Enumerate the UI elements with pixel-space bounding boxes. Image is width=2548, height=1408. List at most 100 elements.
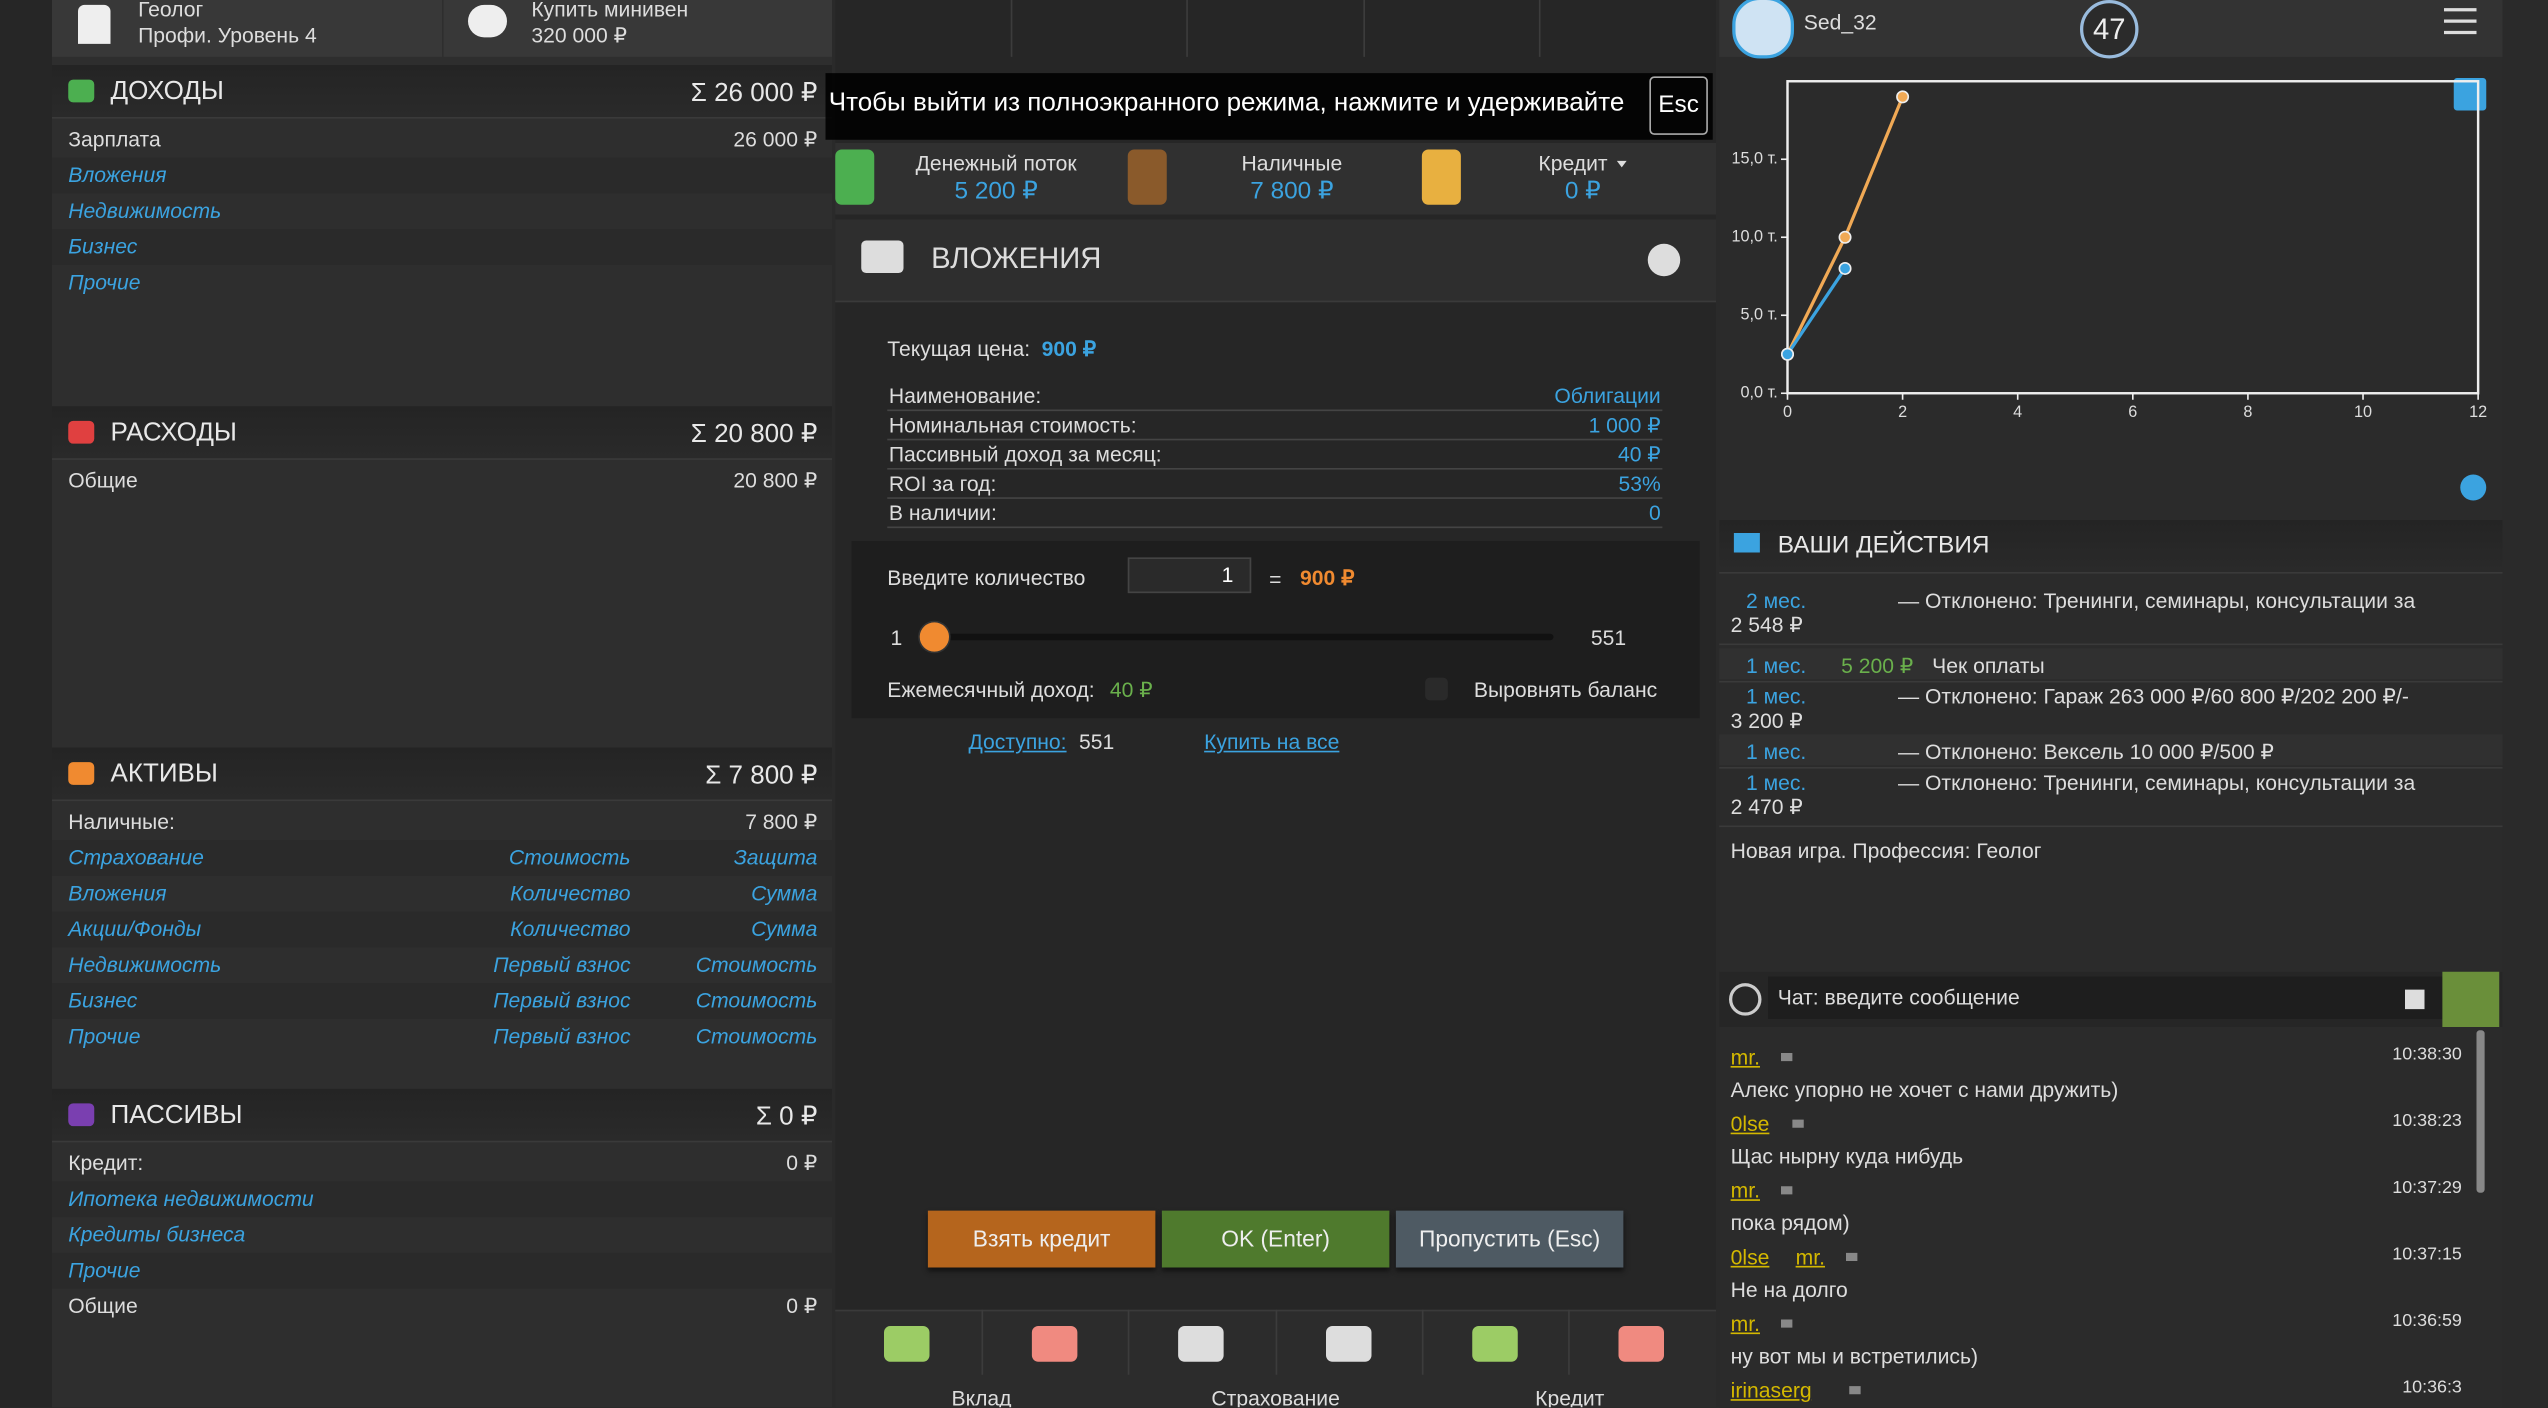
menu-bar[interactable] bbox=[2444, 19, 2477, 23]
reply-icon[interactable] bbox=[1781, 1319, 1793, 1328]
smiley[interactable] bbox=[1729, 983, 1762, 1016]
toolbar-label[interactable]: Страхование bbox=[1211, 1386, 1340, 1408]
toolbar-icon[interactable] bbox=[884, 1326, 930, 1362]
row-link[interactable]: Стоимость bbox=[695, 1023, 818, 1049]
menu-bar[interactable] bbox=[2444, 30, 2477, 35]
row-link[interactable]: Количество bbox=[510, 916, 631, 941]
caret bbox=[1616, 160, 1627, 168]
reply-icon[interactable] bbox=[1846, 1252, 1858, 1261]
buy-all[interactable]: Купить на все bbox=[1204, 729, 1340, 754]
profession: Геолог bbox=[138, 0, 204, 22]
button[interactable]: Взять кредит bbox=[927, 1210, 1156, 1268]
row-link[interactable]: Первый взнос bbox=[493, 952, 631, 977]
toolbar-icon[interactable] bbox=[1031, 1326, 1078, 1362]
action-more: 2 548 ₽ bbox=[1730, 612, 1803, 637]
chat-user[interactable]: irinaserg bbox=[1730, 1378, 1812, 1403]
toolbar-label[interactable]: Кредит bbox=[1535, 1386, 1605, 1408]
slider-thumb[interactable] bbox=[918, 620, 951, 654]
profession-icon bbox=[78, 4, 111, 44]
reply-icon[interactable] bbox=[1781, 1186, 1793, 1195]
row-link[interactable]: Страхование bbox=[68, 845, 204, 870]
row-link[interactable]: Стоимость bbox=[695, 952, 818, 977]
section-icon bbox=[68, 762, 95, 785]
button[interactable]: OK (Enter) bbox=[1161, 1210, 1390, 1268]
balance-checkbox[interactable] bbox=[1425, 677, 1448, 701]
row-link[interactable]: Акции/Фонды bbox=[68, 916, 202, 941]
row-link[interactable]: Прочие bbox=[68, 1257, 141, 1283]
row-link[interactable]: Недвижимость bbox=[68, 952, 222, 977]
chat-user[interactable]: 0lse bbox=[1730, 1244, 1770, 1270]
row-line bbox=[1719, 680, 2503, 683]
pie-icon[interactable] bbox=[2460, 474, 2487, 501]
detail-label: Пассивный доход за месяц: bbox=[888, 442, 1162, 467]
section-title: ДОХОДЫ bbox=[110, 78, 224, 106]
row-text: Общие bbox=[68, 468, 138, 493]
divider bbox=[1538, 0, 1541, 57]
row-line bbox=[1719, 643, 2503, 646]
chat-user[interactable]: mr. bbox=[1730, 1311, 1760, 1336]
row-text: Зарплата bbox=[68, 126, 161, 152]
row-link[interactable]: Стоимость bbox=[695, 988, 818, 1013]
row-link[interactable]: Вложения bbox=[68, 880, 167, 906]
row-link[interactable]: Первый взнос bbox=[493, 988, 631, 1013]
chat-user[interactable]: mr. bbox=[1730, 1044, 1760, 1070]
row-link[interactable]: Кредиты бизнеса bbox=[68, 1222, 246, 1247]
row-link[interactable]: Ипотека недвижимости bbox=[68, 1186, 314, 1211]
chat-input[interactable]: Чат: введите сообщение bbox=[1768, 976, 2448, 1019]
row-link[interactable]: Бизнес bbox=[68, 988, 138, 1013]
reply-icon[interactable] bbox=[1781, 1053, 1793, 1062]
chat-user[interactable]: 0lse bbox=[1730, 1111, 1770, 1136]
toolbar-icon[interactable] bbox=[1178, 1326, 1224, 1362]
stat-label: Кредит bbox=[1538, 151, 1608, 176]
detail-label: ROI за год: bbox=[888, 471, 997, 496]
goal: Купить минивен bbox=[531, 0, 689, 22]
section-header bbox=[52, 406, 832, 460]
chat-user[interactable]: mr. bbox=[1730, 1178, 1760, 1203]
stat-value: 5 200 ₽ bbox=[954, 177, 1038, 205]
toolbar-icon[interactable] bbox=[1618, 1326, 1664, 1362]
row-link[interactable]: Недвижимость bbox=[68, 198, 222, 223]
detail-value: 53% bbox=[1618, 471, 1661, 496]
row-stripe bbox=[52, 911, 832, 948]
button[interactable]: Пропустить (Esc) bbox=[1395, 1210, 1624, 1268]
detail-label: Номинальная стоимость: bbox=[888, 412, 1137, 438]
row-stripe bbox=[1719, 734, 2503, 766]
x-tick-label: 6 bbox=[2128, 403, 2137, 421]
x-tick-label: 12 bbox=[2469, 403, 2487, 421]
quantity-input[interactable]: 1 bbox=[1127, 557, 1252, 594]
chat-time: 10:37:29 bbox=[2392, 1178, 2462, 1198]
row-link[interactable]: Сумма bbox=[751, 916, 818, 941]
toolbar-icon[interactable] bbox=[1326, 1326, 1372, 1362]
sound-icon[interactable] bbox=[2405, 989, 2425, 1010]
chat-user[interactable]: mr. bbox=[1795, 1244, 1825, 1270]
stat-value: 0 ₽ bbox=[1564, 177, 1601, 205]
available-label[interactable]: Доступно: bbox=[968, 729, 1067, 754]
row-link[interactable]: Прочие bbox=[68, 1023, 141, 1049]
row-link[interactable]: Количество bbox=[510, 880, 631, 906]
reply-icon[interactable] bbox=[1849, 1386, 1861, 1395]
reply-icon[interactable] bbox=[1792, 1119, 1804, 1128]
row-link[interactable]: Бизнес bbox=[68, 234, 138, 259]
row-line bbox=[1719, 825, 2503, 828]
toolbar-icon[interactable] bbox=[1472, 1326, 1518, 1362]
section-icon bbox=[68, 79, 95, 103]
row-link[interactable]: Сумма bbox=[751, 880, 818, 906]
row-link[interactable]: Защита bbox=[733, 845, 818, 870]
chat-time: 10:37:15 bbox=[2392, 1244, 2462, 1265]
row-link[interactable]: Прочие bbox=[68, 269, 141, 295]
chat-scroll bbox=[2476, 1030, 2485, 1193]
detail-line bbox=[887, 438, 1663, 441]
send-button[interactable] bbox=[2442, 971, 2500, 1027]
stat-label: Денежный поток bbox=[915, 151, 1077, 176]
stat-label: Наличные bbox=[1241, 151, 1343, 176]
row-link[interactable]: Стоимость bbox=[508, 845, 631, 870]
toolbar-label[interactable]: Вклад bbox=[951, 1386, 1012, 1408]
row-stripe bbox=[52, 1252, 832, 1289]
equals: = bbox=[1269, 567, 1282, 592]
row-link[interactable]: Первый взнос bbox=[493, 1023, 631, 1049]
level-badge: 47 bbox=[2080, 0, 2139, 59]
menu-bar[interactable] bbox=[2444, 8, 2477, 12]
row-link[interactable]: Вложения bbox=[68, 162, 167, 187]
series-point bbox=[1838, 230, 1852, 244]
chart-icon[interactable] bbox=[2453, 78, 2487, 111]
